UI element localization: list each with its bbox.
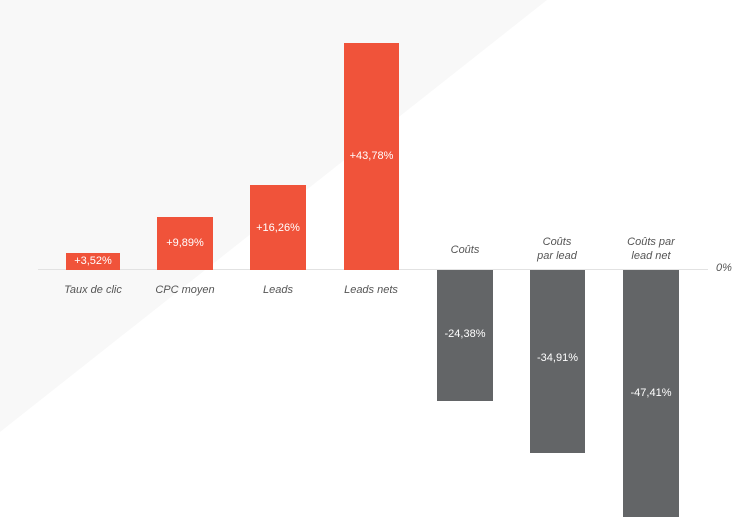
- bar-taux-de-clic: +3,52%: [66, 253, 120, 270]
- bar-value-label: +9,89%: [166, 237, 204, 249]
- bar-couts: -24,38%: [437, 270, 493, 401]
- category-label: Coûts par lead: [537, 236, 577, 262]
- category-label: Taux de clic: [64, 284, 122, 296]
- category-label: Leads: [263, 284, 293, 296]
- zero-axis-label: 0%: [716, 262, 732, 274]
- bar-value-label: +16,26%: [256, 222, 300, 234]
- bar-value-label: -34,91%: [537, 352, 578, 364]
- bar-value-label: -24,38%: [444, 328, 486, 340]
- bar-value-label: -47,41%: [630, 387, 672, 399]
- bar-leads-nets: +43,78%: [344, 43, 399, 270]
- bar-cpc-moyen: +9,89%: [157, 217, 213, 270]
- bar-couts-par-lead: -34,91%: [530, 270, 585, 453]
- bar-leads: +16,26%: [250, 185, 306, 270]
- bar-value-label: +3,52%: [74, 255, 112, 267]
- bar-couts-par-lead-net: -47,41%: [623, 270, 679, 517]
- category-label: Coûts par lead net: [627, 236, 675, 262]
- category-label: Coûts: [450, 244, 480, 256]
- category-label: CPC moyen: [155, 284, 215, 296]
- bar-value-label: +43,78%: [349, 150, 394, 162]
- category-label: Leads nets: [344, 284, 398, 296]
